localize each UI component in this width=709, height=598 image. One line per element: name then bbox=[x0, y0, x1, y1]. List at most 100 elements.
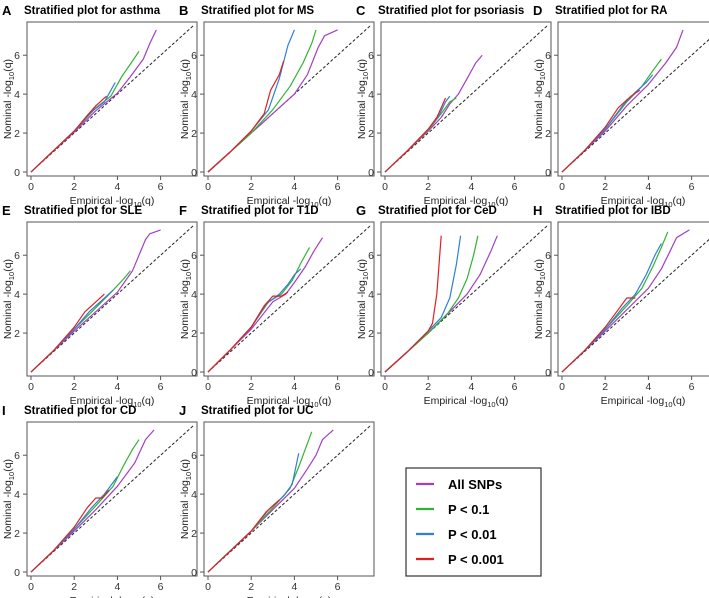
panel-title: Stratified plot for CD bbox=[24, 405, 136, 417]
y-axis-label: Nominal -log10(q) bbox=[533, 259, 547, 339]
y-tick-label: 0 bbox=[545, 367, 551, 379]
x-tick-label: 0 bbox=[205, 181, 211, 193]
x-tick-label: 6 bbox=[158, 181, 164, 193]
y-tick-label: 6 bbox=[14, 250, 20, 262]
x-tick-label: 6 bbox=[689, 381, 695, 393]
legend-label-p-0-1: P < 0.1 bbox=[448, 502, 489, 517]
legend-label-p-0-001: P < 0.001 bbox=[448, 552, 504, 567]
y-tick-label: 4 bbox=[191, 289, 197, 301]
series-line-p-0-001 bbox=[207, 291, 289, 373]
panel-title: Stratified plot for UC bbox=[201, 405, 313, 417]
x-tick-label: 4 bbox=[291, 381, 297, 393]
x-tick-label: 6 bbox=[689, 181, 695, 193]
y-tick-label: 0 bbox=[191, 367, 197, 379]
reference-diagonal bbox=[561, 38, 709, 173]
y-tick-label: 6 bbox=[368, 50, 374, 62]
panel-letter: E bbox=[2, 203, 11, 218]
y-tick-label: 4 bbox=[545, 89, 551, 101]
y-tick-label: 2 bbox=[14, 128, 20, 140]
y-tick-label: 2 bbox=[14, 528, 20, 540]
panel-title: Stratified plot for RA bbox=[555, 5, 667, 17]
panel-letter: H bbox=[533, 203, 542, 218]
plot-frame bbox=[26, 21, 198, 177]
y-axis-label: Nominal -log10(q) bbox=[179, 59, 193, 139]
x-tick-label: 0 bbox=[28, 181, 34, 193]
y-tick-label: 6 bbox=[191, 450, 197, 462]
x-tick-label: 4 bbox=[291, 181, 297, 193]
y-axis-label: Nominal -log10(q) bbox=[179, 259, 193, 339]
panel-title: Stratified plot for asthma bbox=[24, 5, 161, 17]
reference-diagonal bbox=[30, 25, 194, 173]
x-axis-label: Empirical -log10(q) bbox=[247, 595, 332, 598]
x-axis-label: Empirical -log10(q) bbox=[601, 195, 686, 209]
plot-frame bbox=[26, 421, 198, 577]
y-axis-label: Nominal -log10(q) bbox=[2, 459, 16, 539]
x-tick-label: 6 bbox=[512, 381, 518, 393]
series-line-p-0-001 bbox=[384, 97, 447, 173]
panel-d: D Stratified plot for RA0 2 4 60246Empirical… bbox=[533, 3, 709, 209]
plot-frame bbox=[203, 421, 375, 577]
x-tick-label: 4 bbox=[114, 581, 120, 593]
panel-title: Stratified plot for CeD bbox=[378, 205, 497, 217]
x-tick-label: 2 bbox=[425, 181, 431, 193]
panel-letter: D bbox=[533, 3, 542, 18]
x-tick-label: 4 bbox=[468, 381, 474, 393]
series-line-p-0-001 bbox=[561, 297, 636, 373]
reference-diagonal bbox=[384, 25, 548, 173]
x-tick-label: 2 bbox=[71, 581, 77, 593]
x-tick-label: 4 bbox=[645, 381, 651, 393]
panel-letter: C bbox=[356, 3, 366, 18]
y-tick-label: 6 bbox=[191, 250, 197, 262]
series-line-p-0-001 bbox=[207, 60, 285, 173]
y-tick-label: 2 bbox=[545, 128, 551, 140]
y-axis-label: Nominal -log10(q) bbox=[533, 59, 547, 139]
x-tick-label: 2 bbox=[602, 181, 608, 193]
y-tick-label: 6 bbox=[191, 50, 197, 62]
series-line-p-0-001 bbox=[207, 499, 280, 573]
y-tick-label: 0 bbox=[191, 167, 197, 179]
x-tick-label: 6 bbox=[335, 381, 341, 393]
panel-letter: F bbox=[179, 203, 187, 218]
y-axis-label: Nominal -log10(q) bbox=[179, 459, 193, 539]
y-tick-label: 4 bbox=[191, 489, 197, 501]
x-tick-label: 4 bbox=[114, 381, 120, 393]
y-tick-label: 4 bbox=[368, 289, 374, 301]
panel-title: Stratified plot for SLE bbox=[24, 205, 143, 217]
x-tick-label: 2 bbox=[248, 381, 254, 393]
x-tick-label: 0 bbox=[28, 381, 34, 393]
y-tick-label: 0 bbox=[191, 567, 197, 579]
x-tick-label: 6 bbox=[158, 381, 164, 393]
x-tick-label: 6 bbox=[158, 581, 164, 593]
series-line-p-0-001 bbox=[561, 89, 641, 173]
y-tick-label: 0 bbox=[14, 567, 20, 579]
x-tick-label: 0 bbox=[559, 381, 565, 393]
y-tick-label: 0 bbox=[368, 367, 374, 379]
plot-frame bbox=[203, 221, 375, 377]
y-tick-label: 0 bbox=[545, 167, 551, 179]
reference-diagonal bbox=[30, 225, 194, 373]
y-tick-label: 6 bbox=[14, 50, 20, 62]
x-axis-label: Empirical -log10(q) bbox=[601, 395, 686, 409]
y-axis-label: Nominal -log10(q) bbox=[2, 259, 16, 339]
panel-title: Stratified plot for psoriasis bbox=[378, 5, 524, 17]
y-tick-label: 2 bbox=[14, 328, 20, 340]
x-axis-label: Empirical -log10(q) bbox=[424, 195, 509, 209]
x-tick-label: 4 bbox=[645, 181, 651, 193]
y-tick-label: 6 bbox=[545, 50, 551, 62]
y-tick-label: 0 bbox=[14, 167, 20, 179]
x-tick-label: 0 bbox=[382, 381, 388, 393]
y-tick-label: 2 bbox=[368, 328, 374, 340]
y-tick-label: 2 bbox=[368, 128, 374, 140]
panel-letter: A bbox=[2, 3, 12, 18]
x-tick-label: 6 bbox=[335, 581, 341, 593]
reference-diagonal bbox=[30, 425, 194, 573]
x-tick-label: 2 bbox=[602, 381, 608, 393]
legend-label-all-snps: All SNPs bbox=[448, 477, 502, 492]
y-tick-label: 6 bbox=[545, 250, 551, 262]
series-line-all-snps bbox=[30, 229, 161, 373]
